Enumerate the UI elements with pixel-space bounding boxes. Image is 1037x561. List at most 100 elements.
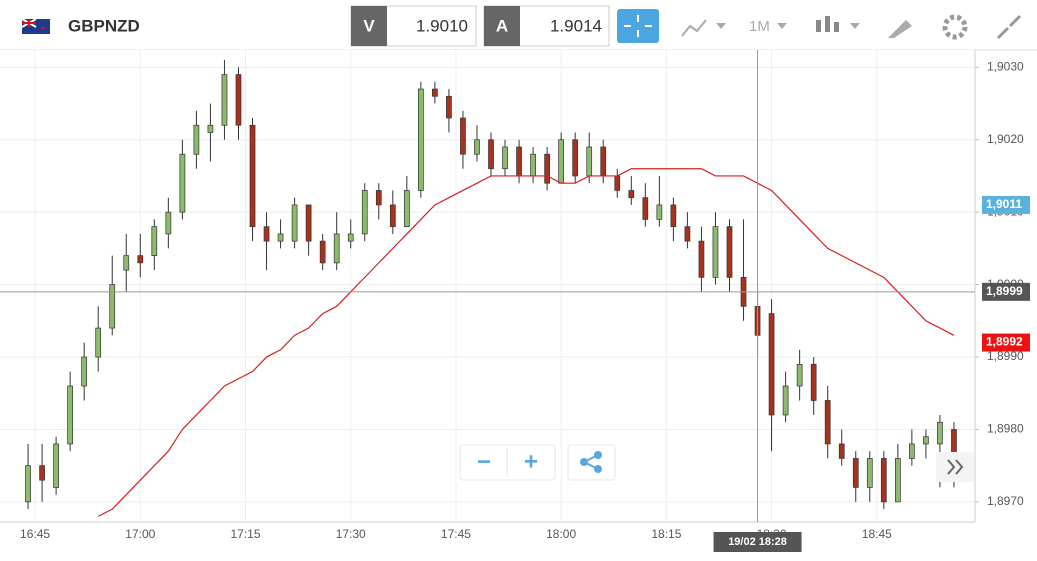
ask-price: 1.9014 bbox=[550, 16, 602, 35]
chart-type-button[interactable] bbox=[681, 19, 707, 37]
zoom-in[interactable]: + bbox=[524, 448, 538, 475]
candle-body bbox=[782, 385, 789, 416]
price-marker-tag bbox=[982, 333, 1030, 352]
candle-body bbox=[572, 139, 579, 177]
candle-body bbox=[866, 458, 873, 488]
candle-body bbox=[389, 204, 396, 228]
draw-button[interactable] bbox=[888, 20, 912, 38]
y-tick-label: 1,8980 bbox=[987, 422, 1024, 436]
candle-body bbox=[656, 204, 663, 220]
crosshair-button[interactable] bbox=[617, 9, 659, 43]
settings-button[interactable] bbox=[942, 14, 968, 40]
moving-average bbox=[97, 168, 955, 517]
candle-body bbox=[712, 226, 719, 278]
candle-body bbox=[614, 175, 621, 191]
candle-body bbox=[937, 421, 943, 445]
crosshair-y-tag bbox=[982, 282, 1030, 301]
scroll-icon bbox=[947, 459, 964, 475]
price-marker-label: 1,9011 bbox=[986, 197, 1022, 211]
zoom-controls: − + bbox=[459, 444, 974, 482]
candle-body bbox=[291, 204, 298, 242]
candle-body bbox=[628, 190, 635, 199]
bid-tag bbox=[351, 6, 387, 46]
candle-body bbox=[179, 153, 186, 213]
candle-body bbox=[684, 226, 691, 242]
x-tick-label: 17:45 bbox=[441, 527, 471, 541]
candle-body bbox=[726, 226, 733, 278]
price-marker-label: 1,8992 bbox=[986, 335, 1023, 349]
timeframe-button[interactable]: 1M bbox=[749, 18, 770, 35]
share-icon bbox=[580, 451, 602, 473]
crosshair-icon bbox=[624, 15, 652, 37]
toolbar: GBPNZD V 1.9010 A 1.9014 1M bbox=[0, 0, 1037, 51]
symbol: GBPNZD bbox=[68, 16, 140, 35]
bid-price: 1.9010 bbox=[416, 16, 468, 35]
candle-body bbox=[235, 74, 242, 126]
y-tick-label: 1,9020 bbox=[987, 132, 1024, 146]
candle-body bbox=[333, 233, 340, 264]
candle-body bbox=[221, 74, 228, 126]
candle-body bbox=[67, 385, 73, 445]
candle-body bbox=[502, 146, 508, 170]
candle-body bbox=[796, 363, 803, 387]
candle-body bbox=[375, 190, 382, 206]
candle-body bbox=[123, 255, 130, 271]
candle-body bbox=[698, 240, 705, 278]
candle-body bbox=[39, 465, 45, 481]
candle-body bbox=[446, 95, 452, 119]
candle-body bbox=[95, 327, 102, 358]
candle-body bbox=[207, 124, 214, 133]
x-tick-label: 17:15 bbox=[230, 527, 260, 541]
candle-body bbox=[403, 190, 410, 228]
candle-body bbox=[347, 233, 354, 242]
candle-body bbox=[894, 458, 901, 503]
plot: 1,89701,89801,89901,90001,90101,90201,90… bbox=[0, 50, 1030, 552]
candle-body bbox=[488, 139, 494, 170]
dropdown-arrow bbox=[850, 23, 860, 29]
candle-body bbox=[768, 313, 775, 416]
candle-body bbox=[824, 400, 831, 445]
x-tick-label: 17:00 bbox=[125, 527, 155, 541]
candle-body bbox=[165, 211, 172, 235]
x-tick-label: 17:30 bbox=[336, 527, 366, 541]
price-marker-tag bbox=[982, 195, 1030, 214]
candle-body bbox=[249, 124, 256, 228]
crosshair-x-label: 19/02 18:28 bbox=[728, 536, 787, 548]
flag bbox=[21, 18, 50, 34]
minimize-button[interactable] bbox=[996, 14, 1022, 40]
candle-body bbox=[600, 146, 607, 177]
crosshair-y-label: 1,8999 bbox=[986, 284, 1023, 298]
candle-body bbox=[909, 443, 915, 459]
x-tick-label: 18:15 bbox=[651, 527, 681, 541]
zoom-out[interactable]: − bbox=[477, 448, 491, 475]
x-tick-label: 18:45 bbox=[862, 527, 892, 541]
crosshair-x-tag bbox=[713, 532, 802, 552]
candle-body bbox=[109, 284, 116, 329]
x-tick-label: 16:45 bbox=[20, 527, 50, 541]
y-tick-label: 1,8990 bbox=[987, 349, 1024, 363]
x-tick-label: 18:00 bbox=[546, 527, 576, 541]
candle-body bbox=[642, 197, 649, 220]
ask-label: A bbox=[496, 16, 508, 35]
candle-body bbox=[432, 88, 438, 97]
candle-body bbox=[474, 139, 480, 155]
candle-body bbox=[586, 146, 593, 177]
candle-body bbox=[670, 204, 677, 228]
dropdown-arrow bbox=[716, 23, 726, 29]
candle-body bbox=[418, 88, 424, 191]
candle-body bbox=[277, 233, 284, 242]
candle-body bbox=[361, 190, 368, 235]
indicators-button[interactable] bbox=[816, 16, 839, 32]
candle-body bbox=[151, 226, 158, 256]
candle-body bbox=[319, 240, 326, 264]
candle-body bbox=[838, 443, 845, 459]
share-button[interactable] bbox=[567, 444, 616, 481]
candle-body bbox=[516, 146, 522, 177]
candle-body bbox=[53, 443, 59, 488]
ask-tag bbox=[484, 6, 520, 46]
plot-area bbox=[0, 50, 975, 522]
candle-body bbox=[852, 458, 859, 488]
candle-body bbox=[263, 226, 270, 242]
